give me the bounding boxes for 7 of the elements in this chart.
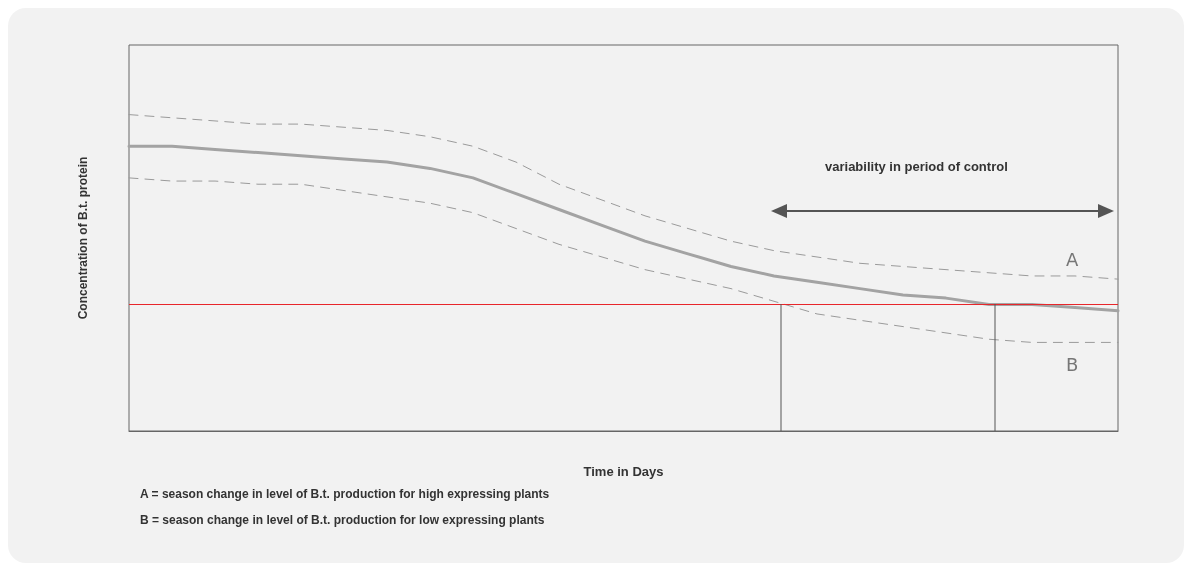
annotation: variability in period of control	[825, 159, 1008, 174]
text: B = season change in level of B.t. production for low expressing plants	[140, 513, 545, 527]
text: A = season change in level of B.t. production for high expressing plants	[140, 487, 550, 501]
series-label: B	[1066, 353, 1079, 375]
series-label: A	[1066, 248, 1079, 270]
y-axis-title: Concentration of B.t. protein	[76, 156, 90, 320]
x-axis-title: Time in Days	[583, 464, 664, 479]
